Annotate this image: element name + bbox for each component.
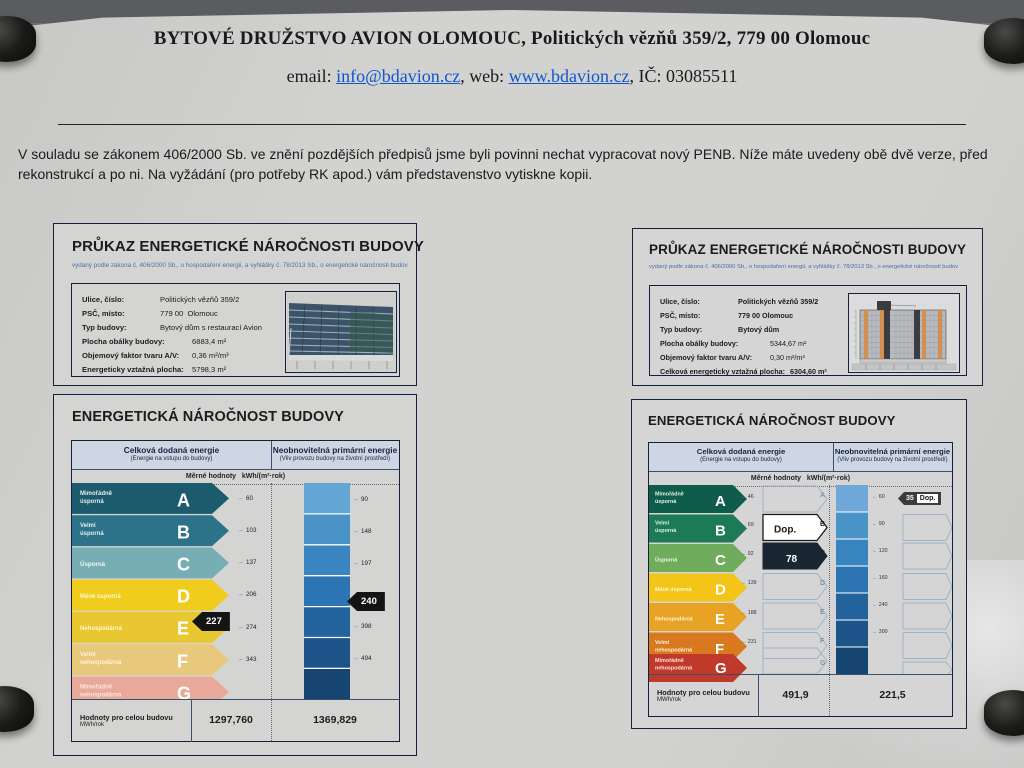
svg-text:Mimořádně: Mimořádně [80,685,113,691]
svg-text:A: A [177,491,190,511]
svg-text:Velmi: Velmi [80,523,96,529]
svg-text:Dop.: Dop. [774,525,796,536]
svg-text:Velmi: Velmi [80,652,96,658]
svg-text:B: B [177,523,190,543]
svg-text:Úsporná: Úsporná [80,561,106,568]
svg-text:E: E [177,619,189,639]
svg-text:Méně úsporná: Méně úsporná [80,594,121,600]
svg-text:Nehospodárná: Nehospodárná [80,626,123,632]
svg-text:G: G [177,684,191,700]
svg-text:Mimořádně: Mimořádně [655,492,684,498]
svg-text:úsporná: úsporná [80,531,104,537]
svg-text:A: A [715,493,726,510]
svg-text:D: D [177,587,190,607]
svg-text:nehospodárná: nehospodárná [80,660,122,666]
svg-text:F: F [177,652,188,672]
svg-text:E: E [715,611,725,628]
svg-text:D: D [715,582,726,599]
svg-text:úsporná: úsporná [80,499,104,505]
svg-text:B: B [715,523,726,540]
svg-text:C: C [177,555,190,575]
svg-text:úsporná: úsporná [655,528,677,534]
svg-text:Méně úsporná: Méně úsporná [655,587,693,593]
svg-text:Mimořádně: Mimořádně [655,658,684,664]
svg-text:nehospodárná: nehospodárná [655,648,693,654]
svg-text:78: 78 [786,554,798,565]
svg-text:nehospodárná: nehospodárná [80,693,122,699]
svg-text:Úsporná: Úsporná [655,557,678,564]
svg-text:C: C [715,552,726,569]
svg-text:Velmi: Velmi [655,640,670,646]
svg-text:Mimořádně: Mimořádně [80,491,113,497]
svg-text:úsporná: úsporná [655,499,677,505]
svg-text:Velmi: Velmi [655,521,670,527]
svg-text:nehospodárná: nehospodárná [655,666,693,672]
svg-text:Nehospodárná: Nehospodárná [655,617,694,623]
